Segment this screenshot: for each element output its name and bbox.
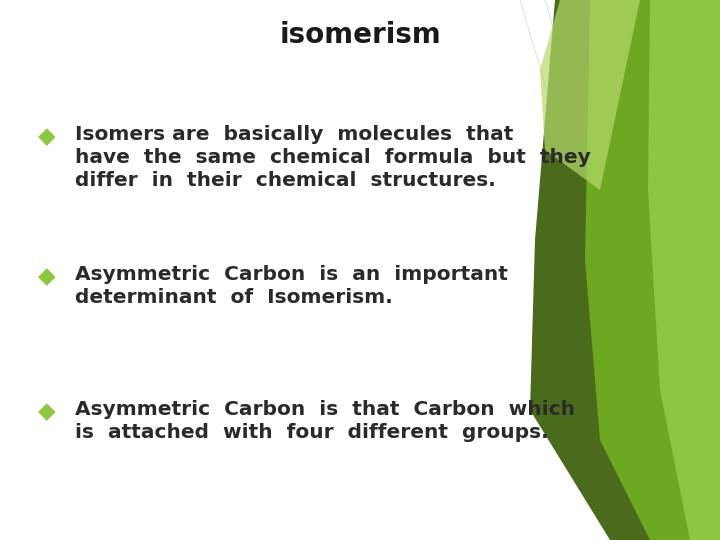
- Text: have  the  same  chemical  formula  but  they: have the same chemical formula but they: [75, 148, 590, 167]
- Polygon shape: [530, 0, 720, 540]
- Text: ◆: ◆: [38, 265, 55, 288]
- Text: is  attached  with  four  different  groups.: is attached with four different groups.: [75, 423, 549, 442]
- Polygon shape: [540, 0, 640, 190]
- Text: differ  in  their  chemical  structures.: differ in their chemical structures.: [75, 171, 496, 190]
- Text: Asymmetric  Carbon  is  that  Carbon  which: Asymmetric Carbon is that Carbon which: [75, 400, 575, 419]
- Text: ◆: ◆: [38, 400, 55, 423]
- Text: Isomers are  basically  molecules  that: Isomers are basically molecules that: [75, 125, 513, 144]
- Text: ◆: ◆: [38, 125, 55, 148]
- Text: isomerism: isomerism: [279, 21, 441, 49]
- Polygon shape: [648, 0, 720, 540]
- Text: Asymmetric  Carbon  is  an  important: Asymmetric Carbon is an important: [75, 265, 508, 284]
- Text: determinant  of  Isomerism.: determinant of Isomerism.: [75, 288, 392, 307]
- Polygon shape: [585, 0, 720, 540]
